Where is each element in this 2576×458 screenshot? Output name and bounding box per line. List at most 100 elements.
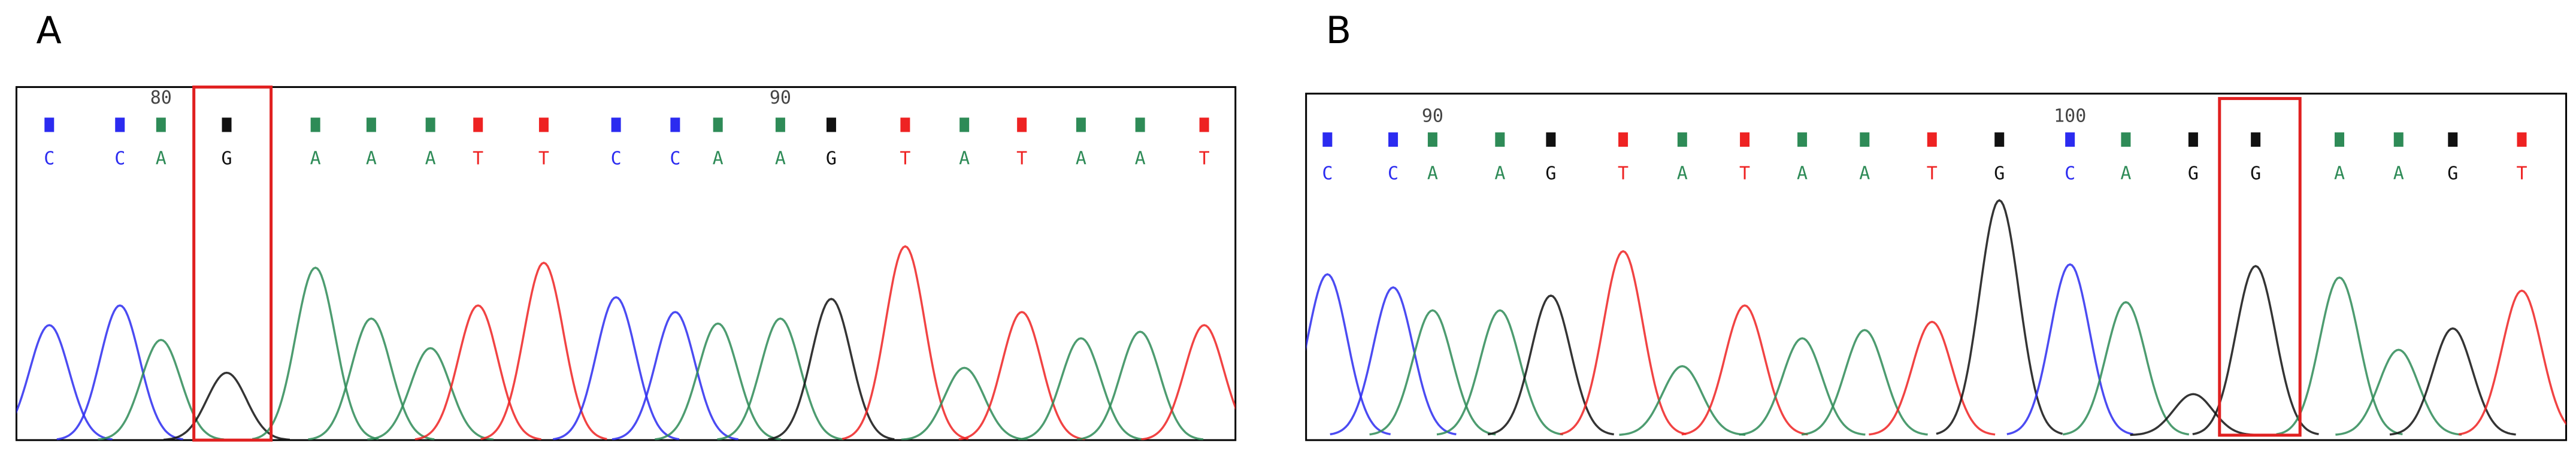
trace-peak — [16, 324, 113, 441]
highlight-box — [192, 85, 273, 442]
base-marker — [425, 117, 435, 132]
base-call: A — [425, 148, 436, 169]
position-number: 90 — [770, 87, 791, 108]
position-number: 80 — [150, 87, 172, 108]
base-marker — [1797, 132, 1808, 147]
base-call: C — [611, 148, 622, 169]
trace-peak — [1681, 304, 1808, 436]
base-marker — [1495, 132, 1505, 147]
base-marker — [1199, 117, 1209, 132]
base-marker — [473, 117, 483, 132]
base-marker — [156, 117, 166, 132]
base-marker — [2121, 132, 2131, 147]
chromatogram-panel: B C C A A G T A T A A T G C A G G A A G T 90 100 — [1305, 8, 2568, 441]
traces — [1306, 199, 2566, 436]
base-call: T — [1199, 148, 1210, 169]
base-call: A — [1859, 163, 1870, 184]
trace-peak — [2335, 348, 2462, 436]
base-call: C — [1388, 163, 1399, 184]
base-call: G — [1994, 163, 2005, 184]
base-call: A — [1427, 163, 1438, 184]
trace-peak — [1330, 286, 1457, 436]
trace-peak — [308, 317, 435, 441]
base-marker — [2393, 132, 2404, 147]
base-marker — [2251, 132, 2261, 147]
panel-frame — [15, 86, 1237, 441]
base-call: A — [310, 148, 321, 169]
base-marker — [1927, 132, 1937, 147]
base-marker — [2335, 132, 2345, 147]
base-marker — [2065, 132, 2075, 147]
panel-frame — [1305, 92, 2568, 441]
base-call: G — [1545, 163, 1556, 184]
trace-peak — [841, 245, 969, 440]
base-marker — [826, 117, 836, 132]
base-call: C — [2065, 163, 2075, 184]
base-call: T — [473, 148, 483, 169]
base-call: T — [2516, 163, 2527, 184]
base-call: G — [2447, 163, 2458, 184]
base-call: T — [1927, 163, 1938, 184]
trace-peak — [2458, 289, 2566, 436]
base-marker — [1388, 132, 1399, 147]
base-marker — [1076, 117, 1086, 132]
trace-peak — [1306, 273, 1391, 436]
base-call: A — [2334, 163, 2345, 184]
base-call: A — [1677, 163, 1688, 184]
base-call: T — [1618, 163, 1628, 184]
base-call: T — [1739, 163, 1750, 184]
base-call: A — [1076, 148, 1086, 169]
base-marker — [44, 117, 55, 132]
trace-peak — [2130, 393, 2257, 436]
base-call: A — [2120, 163, 2131, 184]
base-marker — [1860, 132, 1870, 147]
base-marker — [366, 117, 376, 132]
base-marker — [670, 117, 680, 132]
trace-peak — [56, 304, 183, 441]
base-marker — [2448, 132, 2458, 147]
trace-peak — [1487, 294, 1614, 436]
trace-peak — [1018, 337, 1145, 441]
trace-peak — [2276, 276, 2403, 436]
position-number: 90 — [1422, 105, 1443, 126]
trace-peak — [612, 311, 738, 441]
trace-peak — [1077, 330, 1204, 441]
base-call: G — [826, 148, 837, 169]
position-number: 100 — [2054, 105, 2086, 126]
base-marker — [1322, 132, 1333, 147]
base-call: G — [222, 148, 232, 169]
traces — [16, 245, 1236, 441]
base-call: C — [114, 148, 125, 169]
base-call: A — [775, 148, 786, 169]
trace-peak — [958, 311, 1085, 441]
trace-peak — [98, 338, 225, 441]
base-marker — [1618, 132, 1628, 147]
trace-peak — [901, 366, 1028, 441]
base-marker — [1677, 132, 1687, 147]
base-marker — [900, 117, 910, 132]
trace-peak — [1739, 337, 1866, 436]
base-marker — [775, 117, 785, 132]
base-marker — [1427, 132, 1437, 147]
base-marker — [1740, 132, 1750, 147]
trace-peak — [768, 298, 895, 441]
base-marker — [222, 117, 232, 132]
base-call: C — [1322, 163, 1333, 184]
trace-peak — [2062, 301, 2190, 436]
base-call: A — [713, 148, 724, 169]
trace-peak — [1936, 199, 2063, 435]
base-call: A — [1797, 163, 1808, 184]
base-call: A — [1494, 163, 1505, 184]
base-call: T — [900, 148, 910, 169]
trace-peak — [1369, 309, 1496, 436]
trace-peak — [2389, 327, 2516, 436]
base-marker — [1994, 132, 2005, 147]
trace-peak — [1801, 329, 1928, 436]
base-marker — [538, 117, 549, 132]
trace-peak — [1141, 324, 1236, 441]
base-call: C — [670, 148, 680, 169]
highlight-box — [2218, 97, 2302, 437]
base-marker — [1135, 117, 1145, 132]
